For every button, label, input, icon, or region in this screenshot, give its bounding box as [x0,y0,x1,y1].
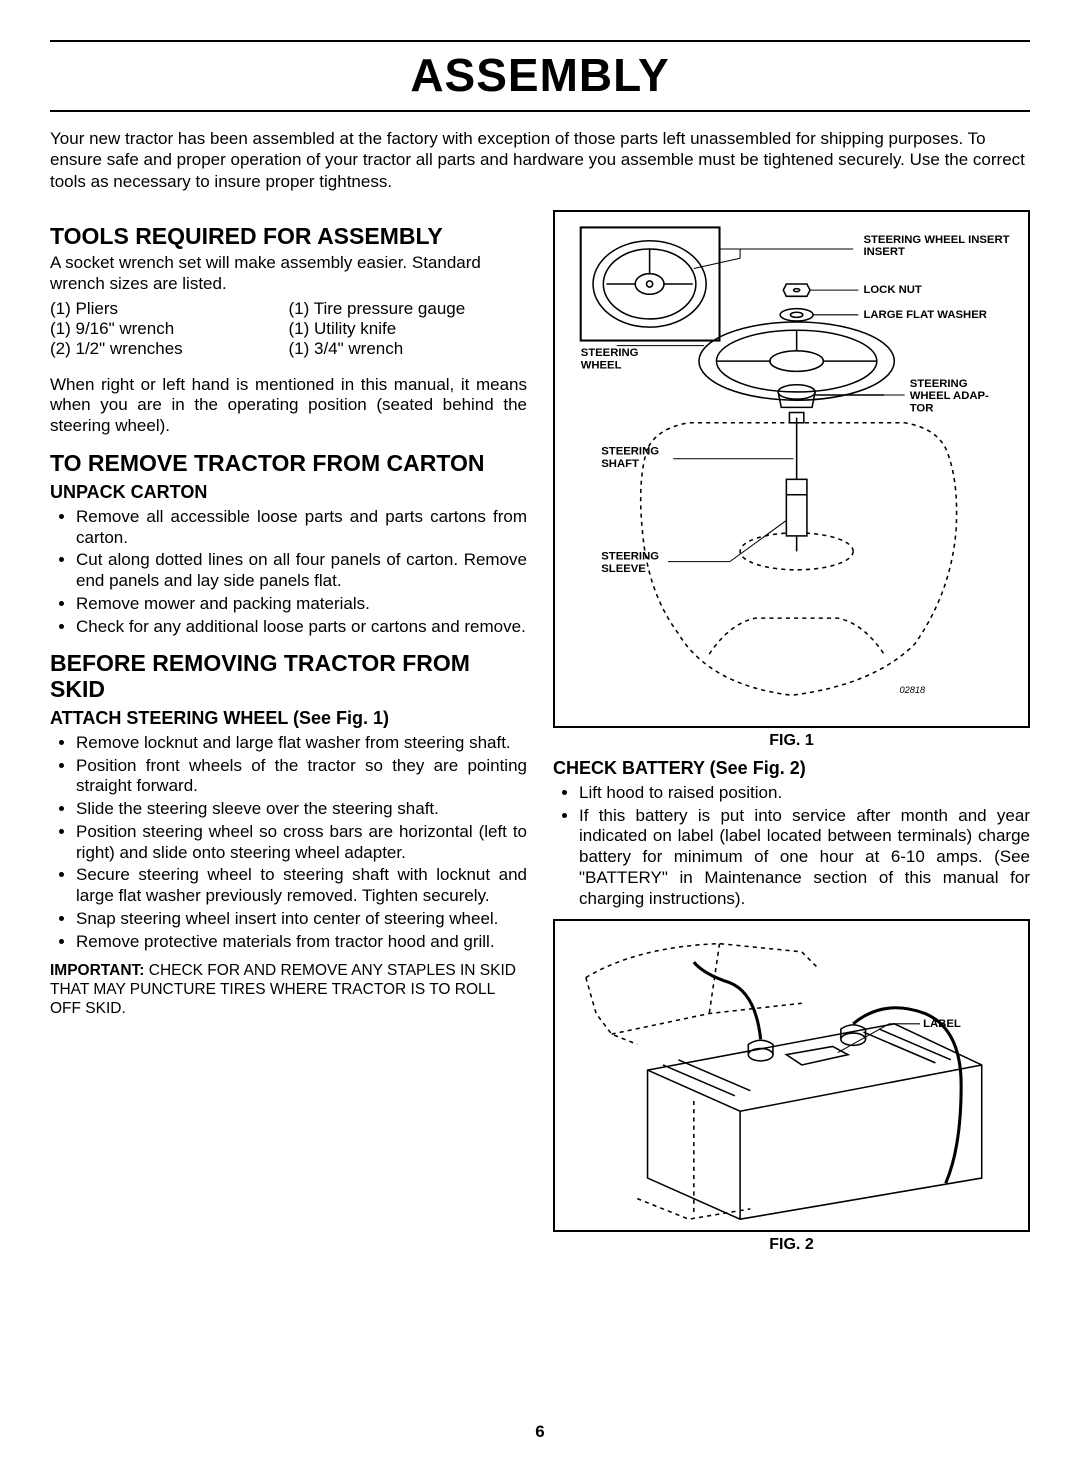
svg-text:INSERT: INSERT [863,246,905,258]
tool-item: (1) Pliers [50,299,289,319]
list-item: Position front wheels of the tractor so … [76,756,527,797]
svg-text:SHAFT: SHAFT [601,458,639,470]
list-item: Remove protective materials from tractor… [76,932,527,953]
remove-heading: TO REMOVE TRACTOR FROM CARTON [50,451,527,476]
important-note: IMPORTANT: CHECK FOR AND REMOVE ANY STAP… [50,962,527,1018]
svg-text:SLEEVE: SLEEVE [601,563,646,575]
list-item: Remove mower and packing materials. [76,594,527,615]
page-number: 6 [50,1422,1030,1442]
figure-2-box: LABEL [553,919,1030,1231]
svg-text:STEERING WHEEL INSERT: STEERING WHEEL INSERT [863,234,1009,246]
two-column-layout: TOOLS REQUIRED FOR ASSEMBLY A socket wre… [50,210,1030,1262]
tools-right-cell: (1) Tire pressure gauge (1) Utility knif… [289,299,528,359]
list-item: Cut along dotted lines on all four panel… [76,550,527,591]
tool-item: (1) Utility knife [289,319,528,339]
list-item: Remove locknut and large flat washer fro… [76,733,527,754]
intro-paragraph: Your new tractor has been assembled at t… [50,128,1030,192]
svg-text:TOR: TOR [910,402,934,414]
svg-text:WHEEL: WHEEL [581,359,622,371]
title-rule-box: ASSEMBLY [50,40,1030,112]
orientation-note: When right or left hand is mentioned in … [50,375,527,437]
attach-subheading: ATTACH STEERING WHEEL (See Fig. 1) [50,708,527,729]
tool-item: (1) Tire pressure gauge [289,299,528,319]
svg-text:WHEEL ADAP-: WHEEL ADAP- [910,390,989,402]
svg-text:STEERING: STEERING [910,378,968,390]
unpack-subheading: UNPACK CARTON [50,482,527,503]
svg-text:02818: 02818 [899,685,926,695]
list-item: Secure steering wheel to steering shaft … [76,865,527,906]
list-item: If this battery is put into service afte… [579,806,1030,910]
tools-intro: A socket wrench set will make assembly e… [50,253,527,294]
tools-left-cell: (1) Pliers (1) 9/16" wrench (2) 1/2" wre… [50,299,289,359]
list-item: Check for any additional loose parts or … [76,617,527,638]
left-column: TOOLS REQUIRED FOR ASSEMBLY A socket wre… [50,210,527,1262]
tool-item: (1) 9/16" wrench [50,319,289,339]
list-item: Remove all accessible loose parts and pa… [76,507,527,548]
figure-2-caption: FIG. 2 [553,1236,1030,1254]
list-item: Snap steering wheel insert into center o… [76,909,527,930]
steering-wheel-diagram-icon: STEERING WHEEL INSERT INSERT LOCK NUT LA… [555,212,1028,726]
list-item: Slide the steering sleeve over the steer… [76,799,527,820]
page-title: ASSEMBLY [50,42,1030,110]
list-item: Lift hood to raised position. [579,783,1030,804]
manual-page: ASSEMBLY Your new tractor has been assem… [0,0,1080,1472]
list-item: Position steering wheel so cross bars ar… [76,822,527,863]
before-heading: BEFORE REMOVING TRACTOR FROM SKID [50,651,527,702]
svg-text:LARGE FLAT WASHER: LARGE FLAT WASHER [863,309,986,321]
right-column: STEERING WHEEL INSERT INSERT LOCK NUT LA… [553,210,1030,1262]
tool-item: (2) 1/2" wrenches [50,339,289,359]
svg-text:STEERING: STEERING [601,550,659,562]
tools-heading: TOOLS REQUIRED FOR ASSEMBLY [50,224,527,249]
unpack-list: Remove all accessible loose parts and pa… [50,507,527,637]
svg-text:LOCK NUT: LOCK NUT [863,284,921,296]
svg-text:STEERING: STEERING [601,445,659,457]
check-battery-list: Lift hood to raised position. If this ba… [553,783,1030,909]
attach-list: Remove locknut and large flat washer fro… [50,733,527,952]
tool-item: (1) 3/4" wrench [289,339,528,359]
battery-diagram-icon: LABEL [555,921,1028,1229]
figure-1-box: STEERING WHEEL INSERT INSERT LOCK NUT LA… [553,210,1030,728]
important-lead: IMPORTANT: [50,962,144,979]
svg-text:LABEL: LABEL [923,1018,961,1030]
figure-1-caption: FIG. 1 [553,732,1030,750]
svg-text:STEERING: STEERING [581,347,639,359]
tools-list-row: (1) Pliers (1) 9/16" wrench (2) 1/2" wre… [50,299,527,359]
check-battery-subheading: CHECK BATTERY (See Fig. 2) [553,758,1030,779]
